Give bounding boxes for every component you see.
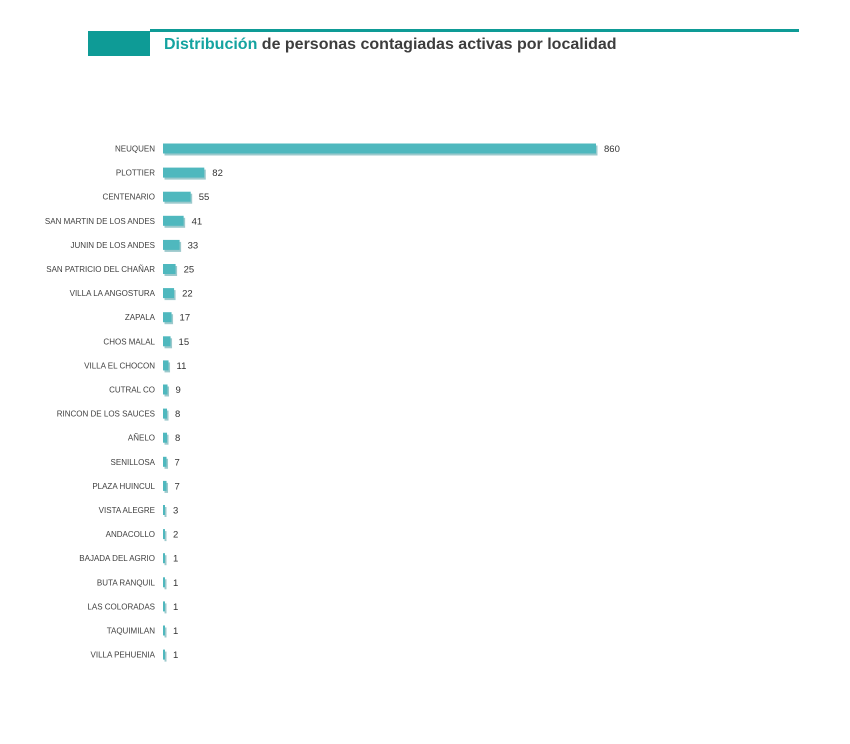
value-label-villa-el-chocon: 11 — [177, 361, 187, 372]
value-label-junin-de-los-andes: 33 — [188, 240, 199, 251]
bar-shadow-villa-pehuenia — [164, 651, 167, 662]
bar-junin-de-los-andes — [163, 239, 180, 250]
chart-title-accent: Distribución — [164, 36, 258, 53]
value-label-senillosa: 7 — [175, 457, 180, 468]
category-label-bajada-del-agrio: BAJADA DEL AGRIO — [79, 554, 155, 563]
bar-chos-malal — [163, 336, 171, 347]
bar-zapala — [163, 312, 172, 323]
value-label-plaza-huincul: 7 — [175, 481, 180, 492]
value-label-taquimilan: 1 — [173, 626, 178, 637]
value-label-las-coloradas: 1 — [173, 602, 178, 613]
value-label-centenario: 55 — [199, 192, 210, 203]
category-label-plottier: PLOTTIER — [116, 169, 155, 178]
category-label-taquimilan: TAQUIMILAN — [107, 627, 156, 636]
value-label-vista-alegre: 3 — [173, 506, 178, 517]
bar-cutral-co — [163, 384, 168, 395]
value-label-villa-la-angostura: 22 — [182, 289, 193, 300]
value-label-zapala: 17 — [180, 313, 191, 324]
bar-shadow-vista-alegre — [164, 507, 167, 517]
bar-shadow-las-coloradas — [164, 603, 167, 614]
bar-shadow-taquimilan — [164, 627, 167, 638]
bar-neuquen — [163, 143, 596, 154]
category-label-chos-malal: CHOS MALAL — [103, 337, 155, 346]
value-label-chos-malal: 15 — [179, 337, 190, 348]
bar-villa-la-angostura — [163, 288, 175, 299]
category-label-junin-de-los-andes: JUNIN DE LOS ANDES — [71, 241, 155, 250]
chart-title-rest: de personas contagiadas activas por loca… — [257, 36, 617, 53]
category-label-las-coloradas: LAS COLORADAS — [87, 602, 155, 611]
bar-san-martin-de-los-andes — [163, 215, 184, 226]
bar-vista-alegre — [163, 505, 165, 515]
value-label-villa-pehuenia: 1 — [173, 650, 178, 661]
category-label-senillosa: SENILLOSA — [111, 458, 156, 467]
bar-taquimilan — [163, 625, 165, 636]
title-rule — [150, 29, 799, 32]
category-label-villa-el-chocon: VILLA EL CHOCON — [84, 361, 155, 370]
chart-title: Distribución de personas contagiadas act… — [164, 36, 617, 54]
bar-bajada-del-agrio — [163, 553, 165, 564]
category-label-rincon-de-los-sauces: RINCON DE LOS SAUCES — [57, 410, 155, 419]
category-label-neuquen: NEUQUEN — [115, 145, 155, 154]
category-label-san-martin-de-los-andes: SAN MARTIN DE LOS ANDES — [45, 217, 155, 226]
value-label-anelo: 8 — [175, 433, 180, 444]
category-label-villa-pehuenia: VILLA PEHUENIA — [91, 651, 156, 660]
title-color-block — [88, 31, 150, 56]
value-label-bajada-del-agrio: 1 — [173, 554, 178, 565]
value-label-neuquen: 860 — [604, 144, 620, 155]
bar-las-coloradas — [163, 601, 165, 612]
category-label-centenario: CENTENARIO — [103, 193, 155, 202]
value-label-plottier: 82 — [212, 168, 223, 179]
category-label-plaza-huincul: PLAZA HUINCUL — [92, 482, 155, 491]
bar-villa-el-chocon — [163, 360, 169, 371]
value-label-andacollo: 2 — [173, 530, 178, 541]
category-label-vista-alegre: VISTA ALEGRE — [99, 506, 155, 515]
value-label-rincon-de-los-sauces: 8 — [175, 409, 180, 420]
bar-villa-pehuenia — [163, 649, 165, 660]
bar-andacollo — [163, 529, 165, 540]
bar-san-patricio-del-chanar — [163, 264, 176, 274]
category-label-buta-ranquil: BUTA RANQUIL — [97, 578, 156, 587]
value-label-cutral-co: 9 — [176, 385, 181, 396]
bar-plaza-huincul — [163, 480, 167, 491]
value-label-buta-ranquil: 1 — [173, 578, 178, 589]
bar-plottier — [163, 167, 205, 178]
category-label-san-patricio-del-chanar: SAN PATRICIO DEL CHAÑAR — [46, 265, 155, 274]
bar-anelo — [163, 432, 168, 443]
value-label-san-patricio-del-chanar: 25 — [184, 265, 195, 276]
bar-shadow-buta-ranquil — [164, 579, 167, 590]
category-label-anelo: AÑELO — [128, 434, 155, 443]
bar-centenario — [163, 191, 191, 202]
category-label-cutral-co: CUTRAL CO — [109, 386, 155, 395]
category-label-villa-la-angostura: VILLA LA ANGOSTURA — [70, 289, 156, 298]
bar-rincon-de-los-sauces — [163, 408, 168, 419]
bar-senillosa — [163, 456, 167, 467]
bar-buta-ranquil — [163, 577, 165, 588]
bar-shadow-andacollo — [164, 531, 167, 542]
category-label-zapala: ZAPALA — [125, 313, 156, 322]
category-label-andacollo: ANDACOLLO — [106, 530, 155, 539]
value-label-san-martin-de-los-andes: 41 — [192, 216, 203, 227]
bar-shadow-bajada-del-agrio — [164, 555, 167, 566]
